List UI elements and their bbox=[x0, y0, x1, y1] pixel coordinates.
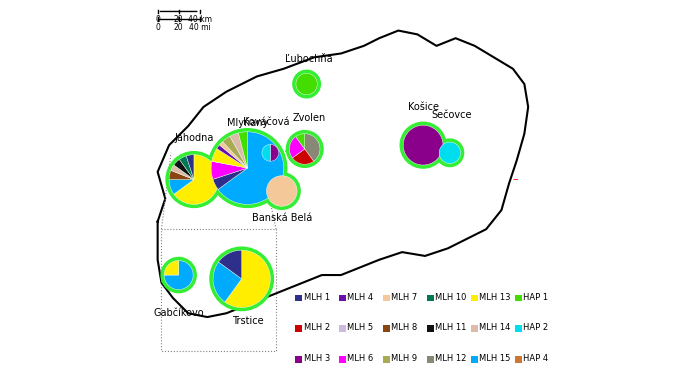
FancyBboxPatch shape bbox=[471, 356, 478, 363]
Wedge shape bbox=[439, 142, 460, 163]
FancyBboxPatch shape bbox=[295, 356, 302, 363]
Wedge shape bbox=[164, 261, 179, 275]
Circle shape bbox=[210, 247, 273, 311]
Text: Gabčíkovo: Gabčíkovo bbox=[153, 308, 204, 318]
Text: 20: 20 bbox=[174, 23, 183, 32]
Wedge shape bbox=[171, 165, 194, 180]
FancyBboxPatch shape bbox=[515, 325, 522, 332]
Wedge shape bbox=[174, 159, 194, 180]
Wedge shape bbox=[293, 149, 314, 164]
Text: MLH 5: MLH 5 bbox=[348, 323, 374, 332]
Circle shape bbox=[286, 131, 323, 167]
Wedge shape bbox=[289, 137, 305, 158]
Wedge shape bbox=[179, 156, 194, 180]
Wedge shape bbox=[267, 176, 297, 206]
Text: MLH 14: MLH 14 bbox=[479, 323, 511, 332]
FancyBboxPatch shape bbox=[427, 356, 434, 363]
Text: HAP 2: HAP 2 bbox=[523, 323, 548, 332]
Wedge shape bbox=[174, 155, 219, 204]
FancyBboxPatch shape bbox=[427, 295, 434, 301]
FancyBboxPatch shape bbox=[383, 356, 390, 363]
Text: MLH 12: MLH 12 bbox=[435, 354, 466, 363]
Text: –: – bbox=[512, 175, 518, 185]
Wedge shape bbox=[239, 132, 248, 168]
Text: MLH 9: MLH 9 bbox=[391, 354, 417, 363]
Wedge shape bbox=[218, 132, 284, 204]
Wedge shape bbox=[296, 73, 317, 95]
FancyBboxPatch shape bbox=[295, 325, 302, 332]
Wedge shape bbox=[296, 134, 305, 149]
Text: Košice: Košice bbox=[408, 102, 439, 112]
Text: Banská Belá: Banská Belá bbox=[252, 213, 312, 223]
Text: MLH 13: MLH 13 bbox=[479, 293, 511, 302]
Text: Kováčová: Kováčová bbox=[243, 117, 290, 127]
Text: 40 km: 40 km bbox=[188, 15, 211, 24]
Wedge shape bbox=[225, 250, 270, 308]
FancyBboxPatch shape bbox=[339, 295, 346, 301]
Wedge shape bbox=[169, 180, 194, 194]
Text: Mlyňany: Mlyňany bbox=[227, 117, 268, 128]
Circle shape bbox=[166, 152, 222, 207]
Text: Trstice: Trstice bbox=[232, 316, 263, 326]
Circle shape bbox=[161, 257, 196, 293]
Wedge shape bbox=[217, 145, 248, 168]
Text: MLH 2: MLH 2 bbox=[303, 323, 329, 332]
Circle shape bbox=[436, 139, 464, 167]
Text: MLH 6: MLH 6 bbox=[348, 354, 374, 363]
Wedge shape bbox=[213, 168, 248, 189]
Text: HAP 1: HAP 1 bbox=[523, 293, 548, 302]
Text: 20: 20 bbox=[174, 15, 183, 24]
Text: MLH 3: MLH 3 bbox=[303, 354, 330, 363]
Circle shape bbox=[400, 122, 446, 168]
Wedge shape bbox=[213, 262, 241, 302]
FancyBboxPatch shape bbox=[383, 325, 390, 332]
FancyBboxPatch shape bbox=[515, 356, 522, 363]
Text: MLH 10: MLH 10 bbox=[435, 293, 466, 302]
FancyBboxPatch shape bbox=[339, 356, 346, 363]
Wedge shape bbox=[218, 250, 241, 279]
Wedge shape bbox=[169, 170, 194, 180]
Text: MLH 4: MLH 4 bbox=[348, 293, 374, 302]
Wedge shape bbox=[186, 155, 194, 180]
Wedge shape bbox=[222, 136, 248, 168]
FancyBboxPatch shape bbox=[339, 325, 346, 332]
Circle shape bbox=[263, 173, 300, 209]
FancyBboxPatch shape bbox=[515, 295, 522, 301]
Text: Ľubochňa: Ľubochňa bbox=[284, 54, 332, 64]
Text: MLH 7: MLH 7 bbox=[391, 293, 417, 302]
FancyBboxPatch shape bbox=[427, 325, 434, 332]
Wedge shape bbox=[230, 133, 248, 168]
Wedge shape bbox=[212, 149, 248, 168]
Text: MLH 11: MLH 11 bbox=[435, 323, 466, 332]
Wedge shape bbox=[403, 125, 443, 165]
Wedge shape bbox=[270, 144, 279, 161]
Wedge shape bbox=[262, 144, 270, 161]
FancyBboxPatch shape bbox=[471, 325, 478, 332]
Text: 40 mi: 40 mi bbox=[189, 23, 211, 32]
Circle shape bbox=[293, 70, 321, 98]
FancyBboxPatch shape bbox=[471, 295, 478, 301]
Wedge shape bbox=[220, 142, 248, 168]
Text: MLH 15: MLH 15 bbox=[479, 354, 511, 363]
Circle shape bbox=[208, 129, 286, 207]
Text: MLH 8: MLH 8 bbox=[391, 323, 417, 332]
Text: Zvolen: Zvolen bbox=[293, 113, 326, 123]
Wedge shape bbox=[211, 161, 248, 179]
Text: Jahodna: Jahodna bbox=[174, 133, 213, 142]
Text: Sečovce: Sečovce bbox=[432, 110, 472, 120]
Circle shape bbox=[259, 141, 282, 164]
FancyBboxPatch shape bbox=[383, 295, 390, 301]
Text: MLH 1: MLH 1 bbox=[303, 293, 329, 302]
Text: 0: 0 bbox=[155, 23, 160, 32]
Wedge shape bbox=[305, 134, 320, 161]
Wedge shape bbox=[164, 261, 193, 290]
Text: HAP 4: HAP 4 bbox=[523, 354, 548, 363]
Text: 0: 0 bbox=[155, 15, 160, 24]
FancyBboxPatch shape bbox=[295, 295, 302, 301]
